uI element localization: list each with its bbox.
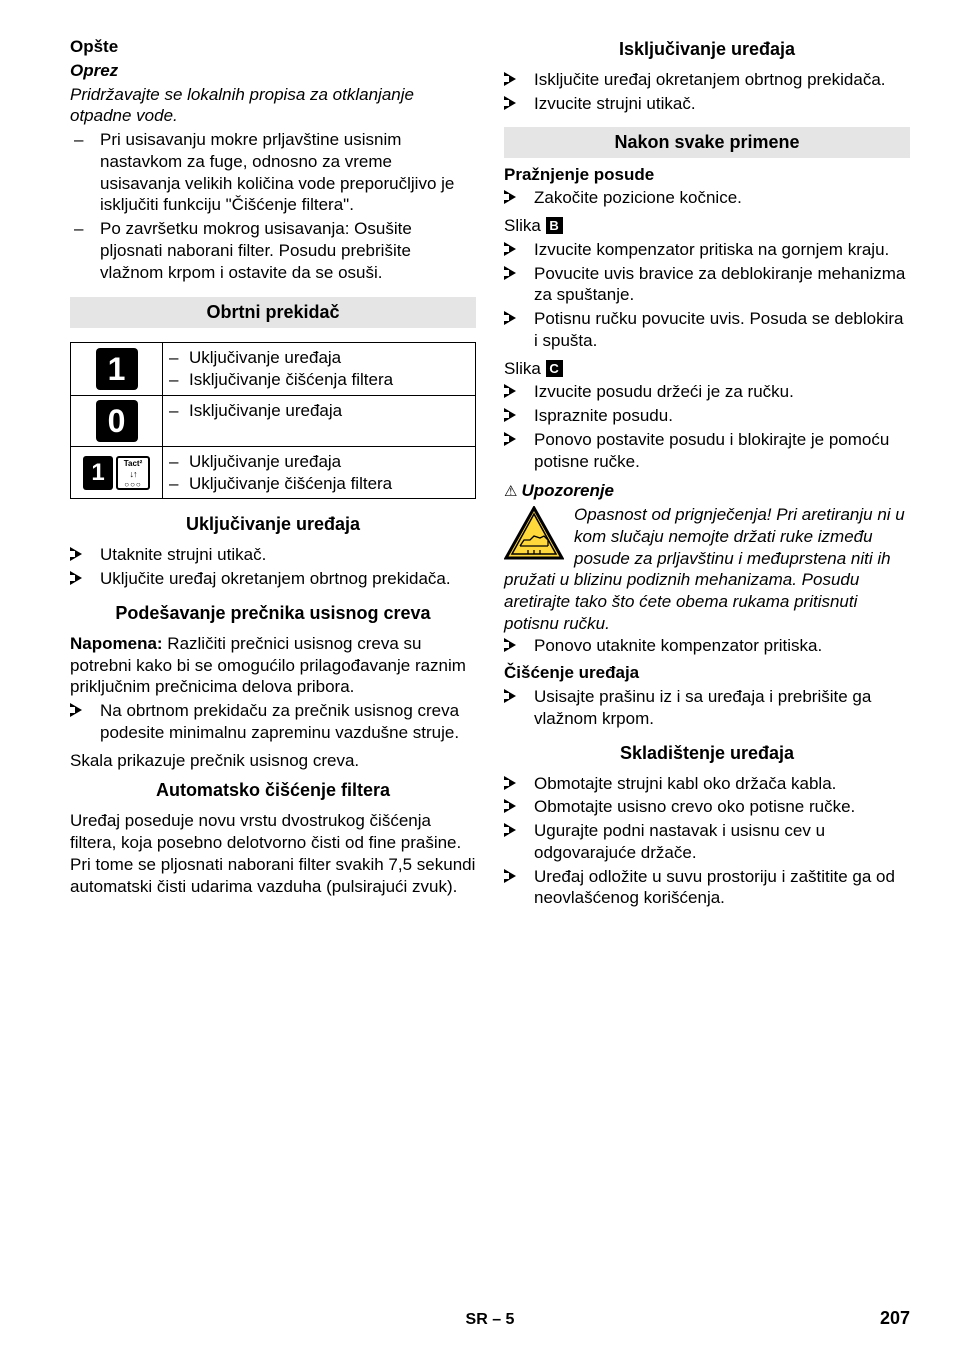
arrow-item: Povucite uvis bravice za deblokiranje me… bbox=[504, 263, 910, 307]
dash-item: Pri usisavanju mokre prljavštine usisnim… bbox=[70, 129, 476, 216]
heading-ukljucivanje: Uključivanje uređaja bbox=[70, 511, 476, 538]
arrow-item: Obmotajte strujni kabl oko držača kabla. bbox=[504, 773, 910, 795]
slika-c-box: C bbox=[546, 360, 563, 377]
arrow-item: Ispraznite posudu. bbox=[504, 405, 910, 427]
arrow-list-uklj: Utaknite strujni utikač. Uključite uređa… bbox=[70, 544, 476, 592]
arrow-item: Ponovo utaknite kompenzator pritiska. bbox=[504, 635, 910, 657]
warning-text: Opasnost od prignječenja! Pri aretiranju… bbox=[504, 504, 910, 635]
para-pridr: Pridržavajte se lokalnih propisa za otkl… bbox=[70, 84, 476, 128]
switch-icon-1: 1 bbox=[71, 343, 163, 396]
arrow-item: Izvucite posudu držeći je za ručku. bbox=[504, 381, 910, 403]
heading-praznjenje: Pražnjenje posude bbox=[504, 164, 910, 186]
switch-desc: Uključivanje uređaja Isključivanje čišće… bbox=[163, 343, 476, 396]
upozorenje-line: ⚠Upozorenje bbox=[504, 480, 910, 502]
right-column: Isključivanje uređaja Isključite uređaj … bbox=[504, 36, 910, 1324]
arrow-list-ponovo: Ponovo utaknite kompenzator pritiska. bbox=[504, 635, 910, 659]
slika-b-line: Slika B bbox=[504, 215, 910, 237]
arrow-list-b: Izvucite kompenzator pritiska na gornjem… bbox=[504, 239, 910, 354]
arrow-list-na: Na obrtnom prekidaču za prečnik usisnog … bbox=[70, 700, 476, 746]
dash-item: Po završetku mokrog usisavanja: Osušite … bbox=[70, 218, 476, 283]
heading-nakon: Nakon svake primene bbox=[504, 127, 910, 158]
switch-desc: Uključivanje uređaja Uključivanje čišćen… bbox=[163, 446, 476, 499]
heading-skladistenje: Skladištenje uređaja bbox=[504, 740, 910, 767]
arrow-list-sklad: Obmotajte strujni kabl oko držača kabla.… bbox=[504, 773, 910, 912]
tact-icon: Tact² ↓↑ ○○○ bbox=[116, 456, 150, 490]
arrow-list-isklj: Isključite uređaj okretanjem obrtnog pre… bbox=[504, 69, 910, 117]
arrow-list-c: Izvucite posudu držeći je za ručku. Ispr… bbox=[504, 381, 910, 474]
switch-desc: Isključivanje uređaja bbox=[163, 395, 476, 446]
slika-label: Slika bbox=[504, 216, 546, 235]
table-row: 0 Isključivanje uređaja bbox=[71, 395, 476, 446]
arrow-list-cisc: Usisajte prašinu iz i sa uređaja i prebr… bbox=[504, 686, 910, 732]
arrow-item: Ponovo postavite posudu i blokirajte je … bbox=[504, 429, 910, 473]
switch-desc-item: Uključivanje čišćenja filtera bbox=[169, 473, 469, 495]
napomena-label: Napomena: bbox=[70, 634, 167, 653]
switch-desc-item: Isključivanje čišćenja filtera bbox=[169, 369, 469, 391]
arrow-item: Utaknite strujni utikač. bbox=[70, 544, 476, 566]
heading-iskljucivanje: Isključivanje uređaja bbox=[504, 36, 910, 63]
switch-icon-1tact: 1 Tact² ↓↑ ○○○ bbox=[71, 446, 163, 499]
arrow-item: Uređaj odložite u suvu prostoriju i zašt… bbox=[504, 866, 910, 910]
upozorenje-label: Upozorenje bbox=[521, 481, 614, 500]
footer-center: SR – 5 bbox=[120, 1310, 860, 1330]
switch-table: 1 Uključivanje uređaja Isključivanje čiš… bbox=[70, 342, 476, 499]
heading-obrtni: Obrtni prekidač bbox=[70, 297, 476, 328]
hand-warning-icon bbox=[504, 506, 564, 560]
table-row: 1 Uključivanje uređaja Isključivanje čiš… bbox=[71, 343, 476, 396]
arrow-item: Potisnu ručku povucite uvis. Posuda se d… bbox=[504, 308, 910, 352]
switch-desc-item: Uključivanje uređaja bbox=[169, 347, 469, 369]
warning-block: Opasnost od prignječenja! Pri aretiranju… bbox=[504, 504, 910, 635]
arrow-list-zak: Zakočite pozicione kočnice. bbox=[504, 187, 910, 211]
heading-ciscenje: Čišćenje uređaja bbox=[504, 662, 910, 684]
arrow-item: Uključite uređaj okretanjem obrtnog prek… bbox=[70, 568, 476, 590]
para-auto: Uređaj poseduje novu vrstu dvostrukog či… bbox=[70, 810, 476, 897]
para-napomena: Napomena: Različiti prečnici usisnog cre… bbox=[70, 633, 476, 698]
heading-podesavanje: Podešavanje prečnika usisnog creva bbox=[70, 600, 476, 627]
arrow-item: Ugurajte podni nastavak i usisnu cev u o… bbox=[504, 820, 910, 864]
left-column: Opšte Oprez Pridržavajte se lokalnih pro… bbox=[70, 36, 476, 1324]
arrow-item: Zakočite pozicione kočnice. bbox=[504, 187, 910, 209]
switch-icon-0: 0 bbox=[71, 395, 163, 446]
para-skala: Skala prikazuje prečnik usisnog creva. bbox=[70, 750, 476, 772]
switch-desc-item: Uključivanje uređaja bbox=[169, 451, 469, 473]
page: Opšte Oprez Pridržavajte se lokalnih pro… bbox=[0, 0, 954, 1354]
slika-c-line: Slika C bbox=[504, 358, 910, 380]
arrow-item: Obmotajte usisno crevo oko potisne ručke… bbox=[504, 796, 910, 818]
slika-b-box: B bbox=[546, 217, 563, 234]
heading-automatsko: Automatsko čišćenje filtera bbox=[70, 777, 476, 804]
table-row: 1 Tact² ↓↑ ○○○ Uključivanje uređaja Uklj… bbox=[71, 446, 476, 499]
heading-oprez: Oprez bbox=[70, 60, 476, 82]
heading-opste: Opšte bbox=[70, 36, 476, 58]
arrow-item: Usisajte prašinu iz i sa uređaja i prebr… bbox=[504, 686, 910, 730]
arrow-item: Isključite uređaj okretanjem obrtnog pre… bbox=[504, 69, 910, 91]
columns: Opšte Oprez Pridržavajte se lokalnih pro… bbox=[70, 36, 910, 1324]
arrow-item: Na obrtnom prekidaču za prečnik usisnog … bbox=[70, 700, 476, 744]
warning-triangle-icon: ⚠ bbox=[504, 483, 517, 500]
dash-list-opste: Pri usisavanju mokre prljavštine usisnim… bbox=[70, 129, 476, 285]
arrow-item: Izvucite strujni utikač. bbox=[504, 93, 910, 115]
slika-label: Slika bbox=[504, 359, 546, 378]
arrow-item: Izvucite kompenzator pritiska na gornjem… bbox=[504, 239, 910, 261]
page-number: 207 bbox=[860, 1307, 910, 1330]
switch-desc-item: Isključivanje uređaja bbox=[169, 400, 469, 422]
footer: SR – 5 207 bbox=[0, 1307, 954, 1330]
